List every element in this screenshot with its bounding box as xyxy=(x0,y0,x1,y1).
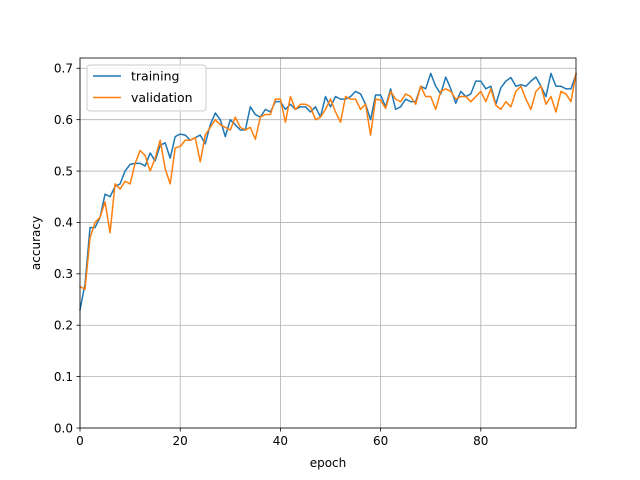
y-axis-label: accuracy xyxy=(29,216,43,270)
plot-frame xyxy=(79,57,577,429)
x-tick-label: 0 xyxy=(76,434,84,448)
y-tick-label: 0.2 xyxy=(54,319,73,333)
x-tick-label: 40 xyxy=(273,434,288,448)
x-tick-label: 80 xyxy=(473,434,488,448)
y-tick-label: 0.5 xyxy=(54,164,73,178)
y-tick-label: 0.6 xyxy=(54,113,73,127)
validation-series-line xyxy=(78,72,577,290)
legend-label-validation: validation xyxy=(131,90,193,105)
x-tick-label: 20 xyxy=(173,434,188,448)
y-tick-label: 0.0 xyxy=(54,421,73,435)
legend: training validation xyxy=(86,64,207,112)
y-tick-label: 0.7 xyxy=(54,62,73,76)
legend-label-training: training xyxy=(131,69,179,84)
plot-area xyxy=(80,58,576,428)
x-axis-label: epoch xyxy=(310,456,347,470)
x-tick-label: 60 xyxy=(373,434,388,448)
series-layer xyxy=(78,72,577,311)
axis-ticks: 0 20 40 60 80 0.0 0.1 0.2 0.3 0.4 0.5 0.6 0.7 xyxy=(54,62,489,448)
y-tick-label: 0.1 xyxy=(54,370,73,384)
y-tick-label: 0.3 xyxy=(54,267,73,281)
y-tick-label: 0.4 xyxy=(54,216,73,230)
grid-lines xyxy=(79,58,576,429)
